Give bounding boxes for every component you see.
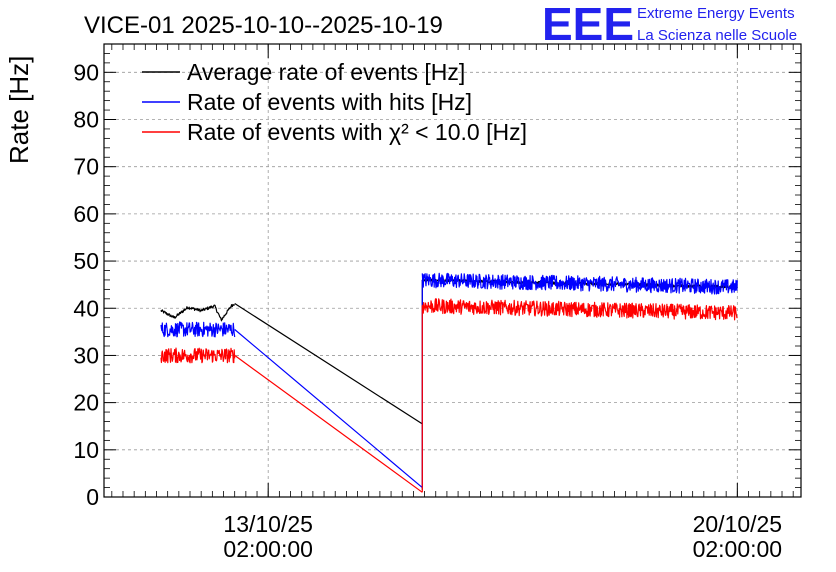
legend-label: Rate of events with χ² < 10.0 [Hz] xyxy=(187,119,527,145)
series-line xyxy=(421,298,738,321)
y-tick-label: 40 xyxy=(73,295,99,321)
axis-ticks xyxy=(104,43,801,498)
series-line xyxy=(160,347,236,364)
eee-logo: EEE Extreme Energy Events La Scienza nel… xyxy=(542,0,797,50)
y-tick-label: 10 xyxy=(73,437,99,463)
y-tick-label: 90 xyxy=(73,59,99,85)
x-tick-label-time: 02:00:00 xyxy=(223,536,313,562)
x-tick-label-date: 20/10/25 xyxy=(693,511,783,537)
series-line xyxy=(160,321,236,338)
y-tick-label: 30 xyxy=(73,342,99,368)
series-3 xyxy=(160,298,738,493)
legend: Average rate of events [Hz] Rate of event… xyxy=(142,59,527,145)
series-layer xyxy=(160,272,738,493)
series-line xyxy=(421,272,738,295)
series-line xyxy=(234,302,423,425)
x-tick-label-date: 13/10/25 xyxy=(223,511,313,537)
series-line xyxy=(234,354,423,493)
logo-line-2: La Scienza nelle Scuole xyxy=(637,27,797,44)
logo-mark: EEE xyxy=(542,0,634,50)
chart-title: VICE-01 2025-10-10--2025-10-19 xyxy=(84,12,443,39)
y-tick-label: 20 xyxy=(73,390,99,416)
y-tick-label: 80 xyxy=(73,107,99,133)
y-axis-tick-labels: 0 10 20 30 40 50 60 70 80 90 xyxy=(73,59,99,510)
series-line xyxy=(234,329,423,489)
y-tick-label: 50 xyxy=(73,248,99,274)
logo-line-1: Extreme Energy Events xyxy=(637,5,795,22)
legend-label: Average rate of events [Hz] xyxy=(187,59,465,85)
x-tick-label-time: 02:00:00 xyxy=(693,536,783,562)
legend-label: Rate of events with hits [Hz] xyxy=(187,89,472,115)
y-tick-label: 60 xyxy=(73,201,99,227)
series-line xyxy=(160,303,236,322)
y-tick-label: 70 xyxy=(73,154,99,180)
y-tick-label: 0 xyxy=(86,484,99,510)
y-axis-label: Rate [Hz] xyxy=(4,56,34,164)
